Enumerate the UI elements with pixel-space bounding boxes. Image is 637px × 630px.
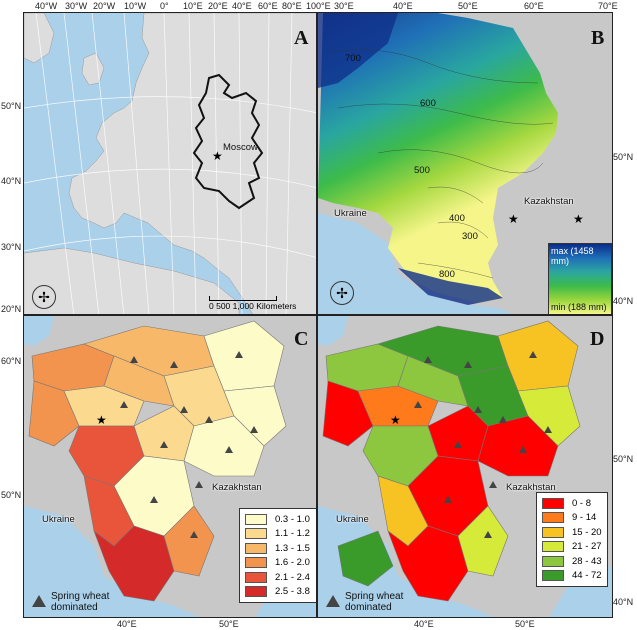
lon-label: 60°E bbox=[524, 1, 544, 11]
lon-label: 70°E bbox=[598, 1, 618, 11]
black-sea bbox=[318, 213, 513, 314]
lon-label: 30°E bbox=[334, 1, 354, 11]
colorbar-max-label: max (1458 mm) bbox=[551, 246, 594, 266]
legend-item: 0 - 8 bbox=[542, 496, 602, 511]
panel-d-map: ★ bbox=[318, 316, 612, 617]
lat-label: 40°N bbox=[613, 296, 634, 306]
gulf-finland bbox=[24, 316, 54, 346]
kazakhstan-label: Kazakhstan bbox=[506, 482, 556, 493]
legend-item: 21 - 27 bbox=[542, 540, 602, 555]
lat-label: 50°N bbox=[1, 490, 22, 500]
contour-label-400: 400 bbox=[449, 213, 465, 224]
kazakhstan-label: Kazakhstan bbox=[212, 482, 262, 493]
ukraine-label: Ukraine bbox=[334, 208, 367, 219]
lon-label: 40°E bbox=[232, 1, 252, 11]
lon-label: 50°E bbox=[515, 619, 535, 629]
legend-item: 1.3 - 1.5 bbox=[245, 541, 315, 556]
precip-high-caucasus bbox=[398, 268, 503, 305]
lat-label: 40°N bbox=[1, 176, 22, 186]
contour-label-600: 600 bbox=[420, 98, 436, 109]
precip-colorbar: max (1458 mm) min (188 mm) bbox=[548, 243, 612, 314]
lon-label: 30°W bbox=[65, 1, 88, 11]
lon-label: 10°W bbox=[124, 1, 147, 11]
star-marker: ★ bbox=[508, 212, 519, 226]
lon-label: 60°E bbox=[258, 1, 278, 11]
legend-d: 0 - 8 9 - 14 15 - 20 21 - 27 28 - 43 44 … bbox=[536, 492, 608, 587]
kazakhstan-label: Kazakhstan bbox=[524, 196, 574, 207]
triangle-icon bbox=[32, 595, 46, 607]
lon-label: 40°E bbox=[414, 619, 434, 629]
lon-label: 50°E bbox=[458, 1, 478, 11]
spring-wheat-legend: Spring wheat dominated bbox=[32, 591, 109, 613]
lat-label: 50°N bbox=[1, 101, 22, 111]
panel-c-map: ★ bbox=[24, 316, 316, 617]
spring-wheat-markers bbox=[120, 351, 258, 538]
precip-surface bbox=[318, 13, 558, 303]
lon-label: 80°E bbox=[282, 1, 302, 11]
triangle-icon bbox=[326, 595, 340, 607]
lon-label: 20°E bbox=[208, 1, 228, 11]
africa-land bbox=[24, 247, 240, 314]
ukraine-label: Ukraine bbox=[336, 514, 369, 525]
contour-label-800: 800 bbox=[439, 269, 455, 280]
contour-label-500: 500 bbox=[414, 165, 430, 176]
spring-wheat-markers bbox=[414, 351, 552, 538]
panel-c-regional-map: ★ Ukraine Kazakhstan C 0.3 - 1.0 1.1 - 1… bbox=[23, 315, 317, 618]
panel-letter-a: A bbox=[294, 27, 309, 49]
moscow-star: ★ bbox=[96, 413, 107, 427]
lon-label: 50°E bbox=[219, 619, 239, 629]
lon-label: 10°E bbox=[183, 1, 203, 11]
legend-item: 1.6 - 2.0 bbox=[245, 556, 315, 571]
lat-label: 60°N bbox=[1, 356, 22, 366]
legend-item: 15 - 20 bbox=[542, 525, 602, 540]
lat-label: 30°N bbox=[1, 242, 22, 252]
legend-item: 0.3 - 1.0 bbox=[245, 512, 315, 527]
panel-letter-b: B bbox=[591, 27, 605, 49]
lat-label: 50°N bbox=[613, 454, 634, 464]
compass-icon: ✢ bbox=[32, 285, 56, 309]
study-region-outline bbox=[192, 73, 264, 210]
compass-icon: ✢ bbox=[330, 281, 354, 305]
legend-item: 2.1 - 2.4 bbox=[245, 570, 315, 585]
lon-label: 40°W bbox=[35, 1, 58, 11]
moscow-star: ★ bbox=[390, 413, 401, 427]
legend-item: 28 - 43 bbox=[542, 554, 602, 569]
lat-label: 50°N bbox=[613, 152, 634, 162]
moscow-label: Moscow bbox=[223, 142, 258, 153]
panel-b-precipitation: ★ ★ 700 600 500 400 300 800 Ukraine Kaza… bbox=[317, 12, 613, 315]
contour-label-300: 300 bbox=[462, 231, 478, 242]
legend-item: 1.1 - 1.2 bbox=[245, 527, 315, 542]
lon-label: 0° bbox=[160, 1, 169, 11]
panel-letter-d: D bbox=[590, 328, 605, 350]
panel-letter-c: C bbox=[294, 328, 309, 350]
lat-label: 20°N bbox=[1, 304, 22, 314]
panel-a-europe-overview: ★ Moscow A ✢ 0 500 1,000 Kilometers bbox=[23, 12, 317, 315]
lat-label: 40°N bbox=[613, 597, 634, 607]
black-sea bbox=[318, 506, 494, 617]
spring-wheat-legend: Spring wheat dominated bbox=[326, 591, 403, 613]
star-marker-kazakhstan: ★ bbox=[573, 212, 584, 226]
legend-item: 44 - 72 bbox=[542, 569, 602, 584]
lon-label: 40°E bbox=[393, 1, 413, 11]
lon-label: 40°E bbox=[117, 619, 137, 629]
panel-d-regional-map: ★ Ukraine Kazakhstan D 0 - 8 9 - 14 15 -… bbox=[317, 315, 613, 618]
graticule bbox=[24, 13, 316, 314]
legend-item: 9 - 14 bbox=[542, 511, 602, 526]
regions bbox=[28, 320, 287, 602]
contour-label-700: 700 bbox=[345, 53, 361, 64]
legend-c: 0.3 - 1.0 1.1 - 1.2 1.3 - 1.5 1.6 - 2.0 … bbox=[239, 508, 316, 603]
scale-bar: 0 500 1,000 Kilometers bbox=[209, 296, 296, 311]
panel-a-map: ★ bbox=[24, 13, 316, 314]
lon-label: 20°W bbox=[93, 1, 116, 11]
moscow-star: ★ bbox=[212, 149, 223, 163]
black-sea bbox=[24, 506, 200, 617]
precip-high-nw bbox=[318, 13, 398, 88]
colorbar-min-label: min (188 mm) bbox=[551, 302, 607, 312]
precip-contours bbox=[327, 49, 554, 279]
lon-label: 100°E bbox=[306, 1, 331, 11]
gulf-finland bbox=[318, 316, 348, 346]
legend-item: 2.5 - 3.8 bbox=[245, 585, 315, 600]
ukraine-label: Ukraine bbox=[42, 514, 75, 525]
